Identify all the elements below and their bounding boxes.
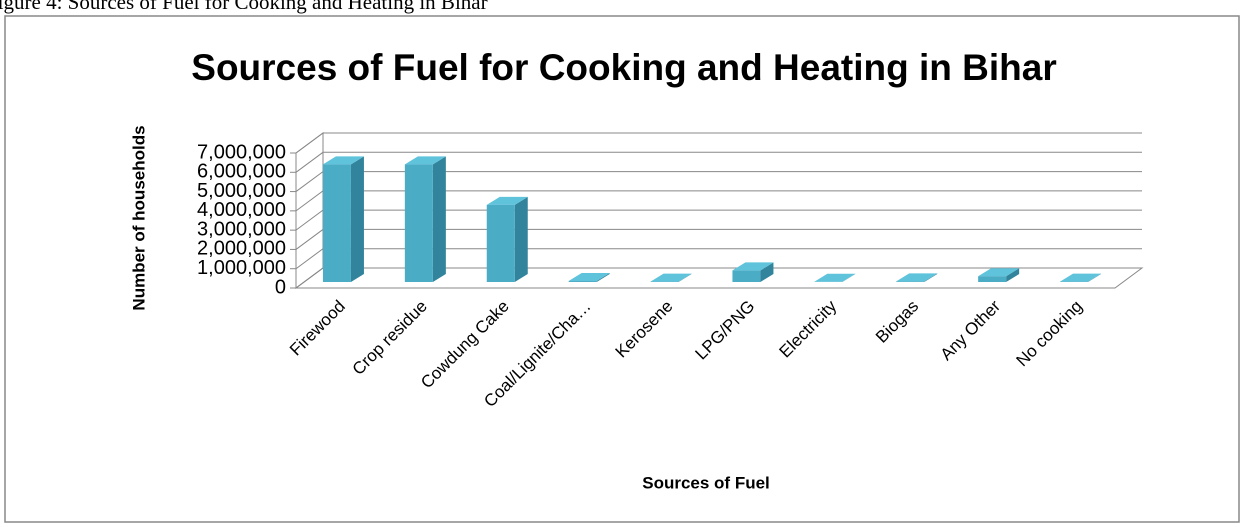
bar: [322, 164, 351, 282]
bar: [978, 276, 1007, 282]
bar-side: [514, 196, 528, 282]
grid-line: [295, 151, 1142, 173]
y-tick-label: 3,000,000: [197, 218, 286, 240]
bar: [732, 270, 761, 282]
bar-side: [924, 273, 938, 282]
bar-side: [842, 273, 856, 282]
y-tick-label: 1,000,000: [197, 257, 286, 279]
bar-top: [814, 273, 856, 282]
bar-side: [350, 156, 364, 282]
bar-top: [978, 268, 1020, 277]
bar: [896, 281, 925, 282]
y-axis-title: Number of households: [129, 125, 148, 310]
y-tick-label: 2,000,000: [197, 238, 286, 260]
bar-side: [1006, 268, 1020, 282]
bar-top: [322, 156, 364, 165]
bar-top: [404, 156, 446, 165]
bar: [486, 204, 515, 282]
chart-frame: [4, 15, 1240, 523]
bar-side: [596, 273, 610, 282]
caption: Figure 4: Sources of Fuel for Cooking an…: [0, 0, 488, 14]
bar-top: [568, 273, 610, 282]
bar-side: [760, 262, 774, 282]
bar: [568, 281, 597, 282]
bar-top: [650, 273, 692, 282]
bar-side: [432, 156, 446, 282]
bar-side: [1088, 273, 1102, 282]
chart-title: Sources of Fuel for Cooking and Heating …: [191, 47, 1056, 88]
y-tick-label: 6,000,000: [197, 161, 286, 183]
bar-top: [1060, 273, 1102, 282]
y-tick-label: 0: [275, 276, 286, 298]
y-tick-label: 4,000,000: [197, 199, 286, 221]
bar-side: [678, 273, 692, 282]
bar: [404, 164, 433, 282]
bar-top: [486, 196, 528, 205]
y-tick-label: 5,000,000: [197, 180, 286, 202]
y-tick-label: 7,000,000: [197, 141, 286, 163]
bar-top: [732, 262, 774, 271]
x-axis-title: Sources of Fuel: [642, 473, 770, 492]
bar-top: [896, 273, 938, 282]
grid-line: [295, 132, 1142, 154]
